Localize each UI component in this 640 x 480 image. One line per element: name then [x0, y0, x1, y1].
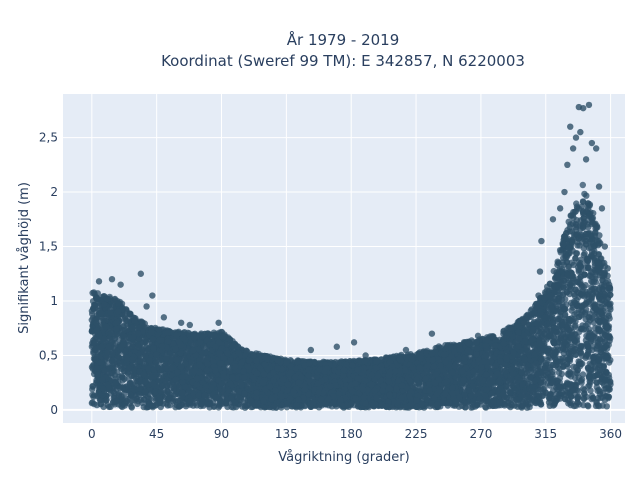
chart-title: År 1979 - 2019	[287, 30, 400, 49]
data-point	[579, 371, 587, 378]
data-point	[607, 300, 614, 307]
data-point	[601, 304, 608, 311]
data-point	[583, 192, 590, 199]
data-point	[572, 322, 579, 329]
data-point	[584, 224, 592, 231]
data-point	[585, 403, 592, 410]
data-points	[88, 101, 614, 411]
data-point	[579, 181, 586, 189]
data-point	[555, 369, 563, 376]
data-point	[472, 403, 479, 410]
chart-subtitle: Koordinat (Sweref 99 TM): E 342857, N 62…	[161, 52, 525, 70]
data-point	[581, 250, 588, 257]
data-point	[122, 315, 129, 322]
